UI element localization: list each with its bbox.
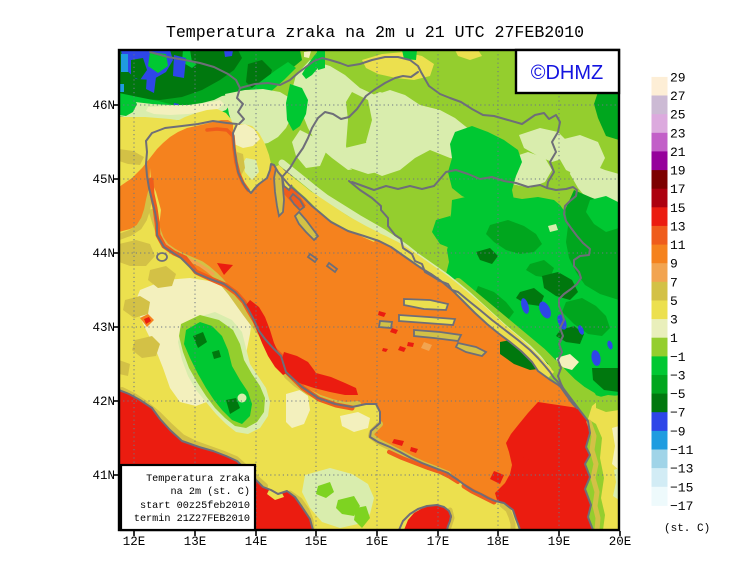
svg-text:13E: 13E	[184, 535, 207, 549]
svg-text:−9: −9	[670, 424, 686, 439]
svg-text:9: 9	[670, 257, 678, 272]
svg-text:21: 21	[670, 145, 686, 160]
svg-text:(st. C): (st. C)	[664, 523, 710, 535]
svg-text:12E: 12E	[123, 535, 146, 549]
svg-text:25: 25	[670, 108, 686, 123]
svg-text:44N: 44N	[92, 247, 115, 261]
svg-text:−13: −13	[670, 462, 693, 477]
svg-text:−5: −5	[670, 387, 686, 402]
svg-text:13: 13	[670, 219, 686, 234]
svg-text:19: 19	[670, 164, 686, 179]
svg-text:29: 29	[670, 70, 686, 85]
svg-text:14E: 14E	[245, 535, 268, 549]
svg-text:3: 3	[670, 313, 678, 328]
svg-text:start 00z25feb2010: start 00z25feb2010	[140, 500, 250, 512]
svg-text:20E: 20E	[609, 535, 632, 549]
svg-text:−3: −3	[670, 369, 686, 384]
svg-text:42N: 42N	[92, 395, 115, 409]
svg-text:17E: 17E	[427, 535, 450, 549]
svg-text:termin 21Z27FEB2010: termin 21Z27FEB2010	[134, 513, 250, 525]
svg-text:15E: 15E	[305, 535, 328, 549]
svg-text:−1: −1	[670, 350, 686, 365]
svg-text:7: 7	[670, 275, 678, 290]
svg-text:23: 23	[670, 126, 686, 141]
svg-text:16E: 16E	[366, 535, 389, 549]
svg-text:Temperatura zraka na 2m u 21 U: Temperatura zraka na 2m u 21 UTC 27FEB20…	[166, 23, 584, 42]
svg-text:27: 27	[670, 89, 686, 104]
svg-text:©DHMZ: ©DHMZ	[531, 62, 604, 84]
svg-text:15: 15	[670, 201, 686, 216]
svg-text:Temperatura zraka: Temperatura zraka	[146, 473, 250, 485]
svg-text:−15: −15	[670, 480, 693, 495]
svg-text:17: 17	[670, 182, 686, 197]
svg-text:19E: 19E	[548, 535, 571, 549]
svg-text:−11: −11	[670, 443, 694, 458]
svg-text:43N: 43N	[92, 321, 115, 335]
svg-text:−7: −7	[670, 406, 686, 421]
svg-text:11: 11	[670, 238, 686, 253]
svg-text:na 2m (st. C): na 2m (st. C)	[171, 486, 250, 498]
svg-text:5: 5	[670, 294, 678, 309]
svg-text:46N: 46N	[92, 99, 115, 113]
svg-text:45N: 45N	[92, 173, 115, 187]
svg-text:18E: 18E	[487, 535, 510, 549]
svg-text:−17: −17	[670, 499, 693, 514]
svg-text:1: 1	[670, 331, 678, 346]
svg-text:41N: 41N	[92, 469, 115, 483]
